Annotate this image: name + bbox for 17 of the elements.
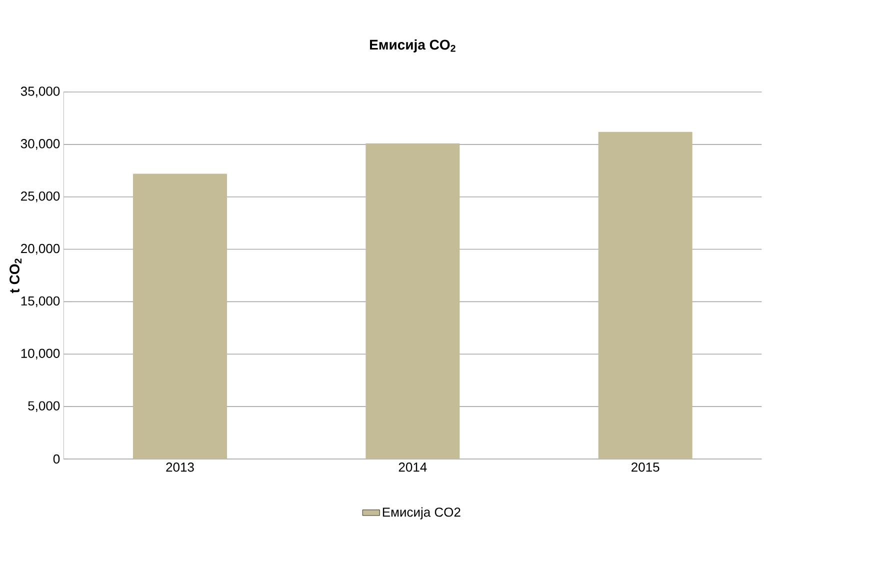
bar (598, 132, 692, 459)
y-tick-label: 20,000 (21, 244, 60, 255)
x-tick-label: 2015 (632, 462, 660, 472)
y-tick-label: 35,000 (20, 86, 60, 98)
bar (366, 143, 460, 459)
y-tick-label: 5,000 (28, 401, 60, 412)
y-tick-label: 25,000 (21, 191, 60, 202)
bar (133, 174, 228, 459)
y-axis-title: t CO$_{2}$ (10, 258, 22, 294)
x-tick-label: 2014 (398, 462, 427, 472)
y-tick-label: 0 (53, 454, 60, 464)
y-tick-label: 30,000 (20, 139, 60, 150)
legend-label: Емисија CO2 (382, 507, 460, 520)
y-tick-label: 10,000 (21, 348, 60, 360)
y-tick-label: 15,000 (21, 296, 60, 308)
x-tick-label: 2013 (166, 462, 194, 472)
chart-title: Емисија CO$_{2}$ (370, 39, 456, 52)
